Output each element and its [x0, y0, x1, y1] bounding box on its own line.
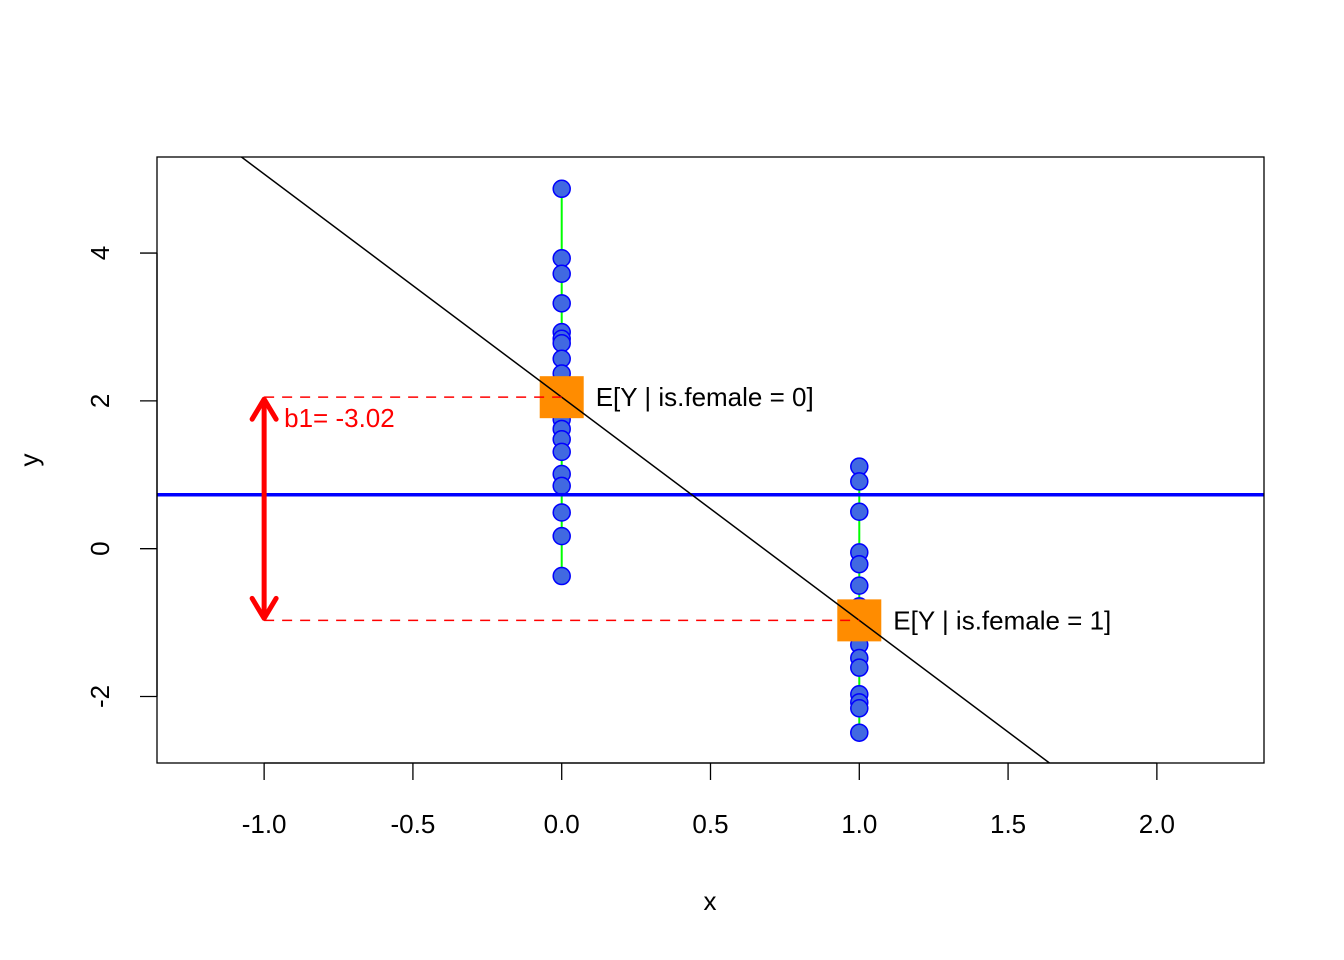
x-tick-label-6: 2.0	[1139, 809, 1175, 839]
data-point-g1-1	[850, 472, 869, 491]
y-axis-label: y	[14, 454, 44, 467]
y-tick-label-1: 0	[85, 541, 115, 555]
data-point-g0-19	[552, 566, 571, 586]
data-point-g0-3	[552, 294, 571, 313]
data-point-g1-15	[850, 723, 869, 742]
b1-arrow-head-bottom	[249, 595, 279, 621]
x-axis-label: x	[704, 886, 717, 916]
b1-annotation-label: b1= -3.02	[284, 403, 395, 433]
data-point-g1-4	[850, 554, 869, 574]
data-point-g0-18	[552, 526, 571, 546]
plot-area	[157, 157, 1264, 763]
x-tick-label-3: 0.5	[692, 809, 728, 839]
y-tick-label-3: 4	[85, 246, 115, 260]
annotation-layer: b1= -3.02 E[Y | is.female = 0] E[Y | is.fe…	[249, 382, 1111, 635]
data-point-g0-2	[552, 264, 571, 284]
data-point-g0-0	[552, 179, 571, 199]
regression-line	[240, 157, 1051, 763]
b1-arrow-head-top	[249, 396, 279, 422]
data-point-g1-2	[850, 502, 869, 521]
data-point-g1-14	[850, 699, 869, 718]
data-point-g1-5	[850, 576, 869, 595]
group-mean-label-0: E[Y | is.female = 0]	[596, 382, 814, 412]
y-tick-label-0: -2	[85, 685, 115, 708]
x-tick-label-1: -0.5	[391, 809, 436, 839]
x-tick-label-5: 1.5	[990, 809, 1026, 839]
data-point-g0-1	[552, 248, 571, 268]
data-point-g0-6	[552, 333, 571, 353]
data-point-g1-11	[850, 658, 869, 677]
x-tick-label-0: -1.0	[242, 809, 287, 839]
x-tick-label-2: 0.0	[544, 809, 580, 839]
y-tick-label-2: 2	[85, 394, 115, 408]
data-point-g0-16	[552, 476, 571, 496]
plot-frame	[156, 156, 1265, 764]
axes: -1.0 -0.5 0.0 0.5 1.0 1.5 2.0 -2 0 2 4	[85, 246, 1175, 839]
group-mean-label-1: E[Y | is.female = 1]	[893, 605, 1111, 635]
data-point-g0-14	[552, 442, 571, 462]
x-tick-label-4: 1.0	[841, 809, 877, 839]
data-point-g0-17	[552, 503, 571, 522]
